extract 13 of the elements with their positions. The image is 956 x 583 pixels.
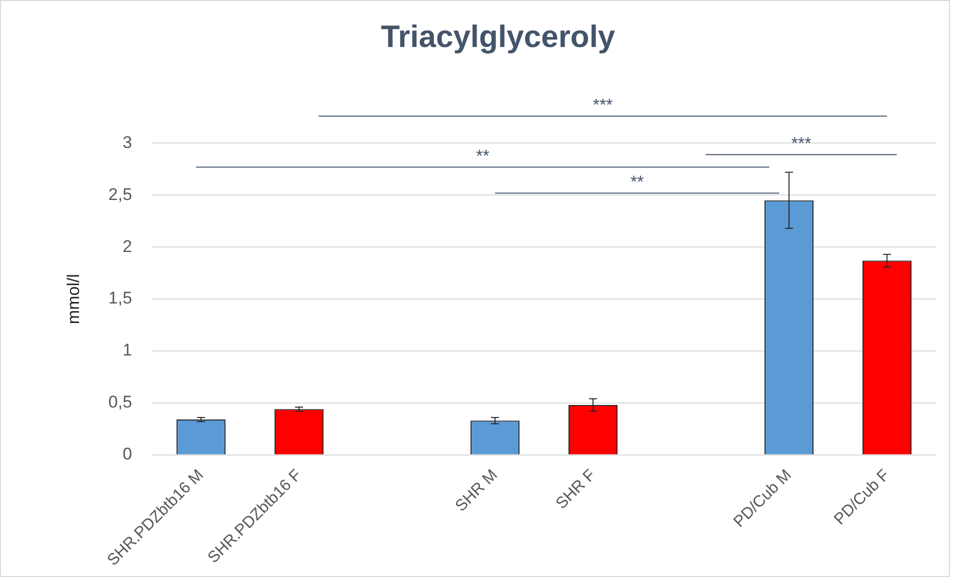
y-axis-title: mmol/l [64,274,83,324]
y-tick-label: 1 [122,340,132,360]
annotation: *** [791,134,812,153]
text: *** [592,95,614,114]
y-tick-label: 0 [122,444,132,464]
chart-title: Triacylglyceroly [380,19,616,54]
y-tick-label: 0,5 [108,392,132,412]
annotation: ** [476,146,490,166]
y-tick-label: 3 [122,132,132,152]
y-tick-label: 2,5 [108,184,132,204]
y-tick-label: 1,5 [108,288,132,308]
y-tick-label: 2 [122,236,132,256]
annotation: ** [630,172,644,192]
